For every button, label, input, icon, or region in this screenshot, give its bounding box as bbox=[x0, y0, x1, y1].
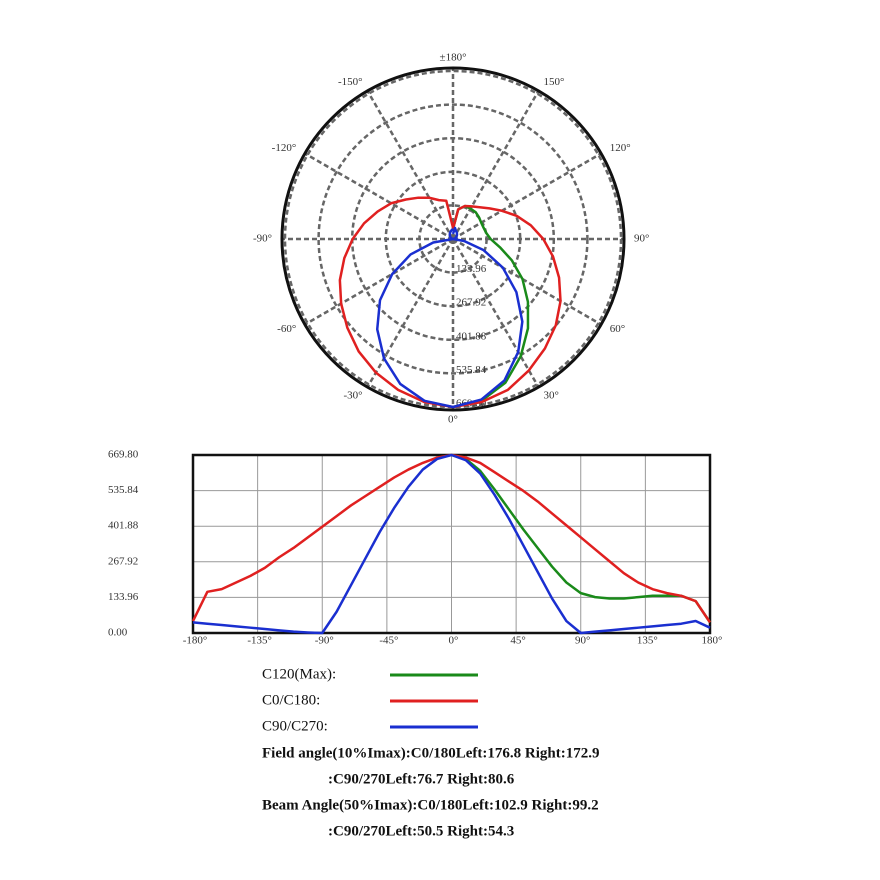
polar-ring-label: 535.84 bbox=[456, 364, 487, 376]
y-tick-label: 535.84 bbox=[108, 484, 139, 496]
legend-label: C120(Max): bbox=[262, 666, 336, 682]
polar-ring bbox=[317, 103, 589, 375]
legend-label: C0/C180: bbox=[262, 692, 320, 708]
polar-curve bbox=[451, 204, 530, 409]
polar-spoke bbox=[451, 238, 540, 388]
note: :C90/270Left:50.5 Right:54.3 bbox=[328, 823, 514, 839]
y-tick-label: 267.92 bbox=[108, 555, 138, 567]
y-tick-label: 133.96 bbox=[108, 591, 139, 603]
polar-angle-label: -60° bbox=[277, 323, 296, 335]
polar-angle-label: 0° bbox=[448, 414, 458, 426]
y-tick-label: 669.80 bbox=[108, 449, 139, 461]
note: :C90/270Left:76.7 Right:80.6 bbox=[328, 771, 515, 787]
note: Field angle(10%Imax):C0/180Left:176.8 Ri… bbox=[262, 745, 599, 761]
polar-angle-label: 150° bbox=[544, 76, 565, 88]
polar-spoke bbox=[366, 238, 455, 388]
polar-curve bbox=[375, 226, 524, 409]
x-tick-label: -45° bbox=[379, 635, 398, 647]
polar-angle-label: -120° bbox=[272, 142, 297, 154]
series-line bbox=[451, 453, 712, 624]
polar-angle-label: -150° bbox=[338, 76, 363, 88]
y-tick-label: 401.88 bbox=[108, 520, 139, 532]
polar-angle-label: 60° bbox=[610, 323, 625, 335]
polar-spoke bbox=[304, 237, 454, 326]
x-tick-label: 90° bbox=[575, 635, 590, 647]
polar-ring-label: 267.92 bbox=[456, 297, 486, 309]
x-tick-label: -180° bbox=[183, 635, 208, 647]
polar-angle-label: 120° bbox=[610, 142, 631, 154]
x-tick-label: -90° bbox=[315, 635, 334, 647]
legend-label: C90/C270: bbox=[262, 718, 328, 734]
x-tick-label: 0° bbox=[449, 635, 459, 647]
x-tick-label: 180° bbox=[702, 635, 723, 647]
x-tick-label: -135° bbox=[247, 635, 272, 647]
polar-angle-label: ±180° bbox=[440, 52, 467, 64]
x-tick-label: 135° bbox=[637, 635, 658, 647]
polar-spoke bbox=[451, 90, 540, 240]
polar-spoke bbox=[452, 237, 602, 326]
polar-spoke bbox=[452, 152, 602, 241]
note: Beam Angle(50%Imax):C0/180Left:102.9 Rig… bbox=[262, 797, 599, 813]
polar-spoke bbox=[366, 90, 455, 240]
polar-frame bbox=[280, 66, 626, 412]
polar-spoke bbox=[304, 152, 454, 241]
polar-angle-label: -90° bbox=[253, 233, 272, 245]
polar-ring-label: 401.88 bbox=[456, 330, 487, 342]
polar-angle-label: 90° bbox=[634, 233, 649, 245]
polar-angle-label: -30° bbox=[343, 389, 362, 401]
y-tick-label: 0.00 bbox=[108, 627, 128, 639]
polar-angle-label: 30° bbox=[544, 389, 559, 401]
x-tick-label: 45° bbox=[510, 635, 525, 647]
series-line bbox=[192, 453, 711, 635]
